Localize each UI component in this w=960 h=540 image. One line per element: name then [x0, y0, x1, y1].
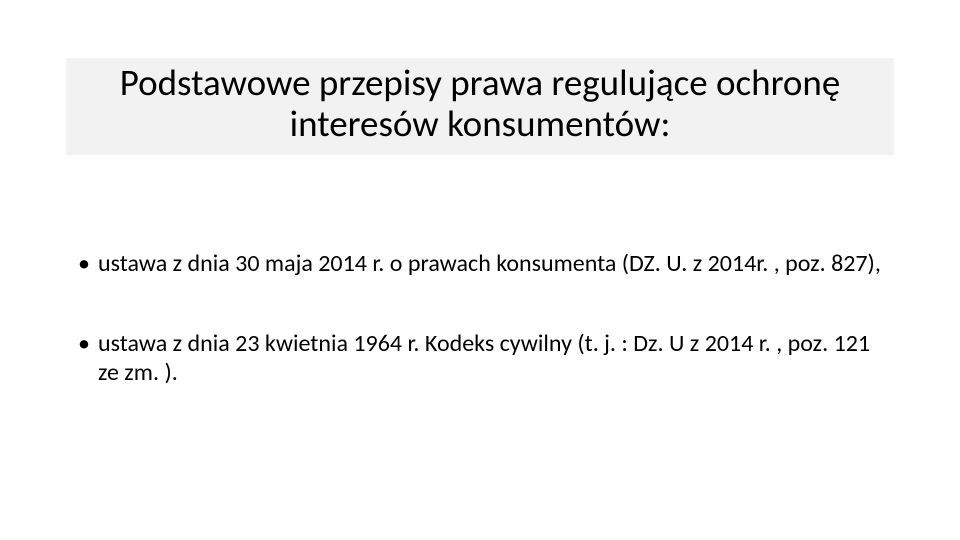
slide-title: Podstawowe przepisy prawa regulujące och…: [74, 62, 886, 145]
slide: Podstawowe przepisy prawa regulujące och…: [0, 0, 960, 540]
bullet-list: ustawa z dnia 30 maja 2014 r. o prawach …: [78, 250, 888, 387]
list-item: ustawa z dnia 23 kwietnia 1964 r. Kodeks…: [78, 330, 888, 387]
slide-body: ustawa z dnia 30 maja 2014 r. o prawach …: [78, 250, 888, 439]
title-box: Podstawowe przepisy prawa regulujące och…: [66, 58, 894, 155]
list-item: ustawa z dnia 30 maja 2014 r. o prawach …: [78, 250, 888, 278]
